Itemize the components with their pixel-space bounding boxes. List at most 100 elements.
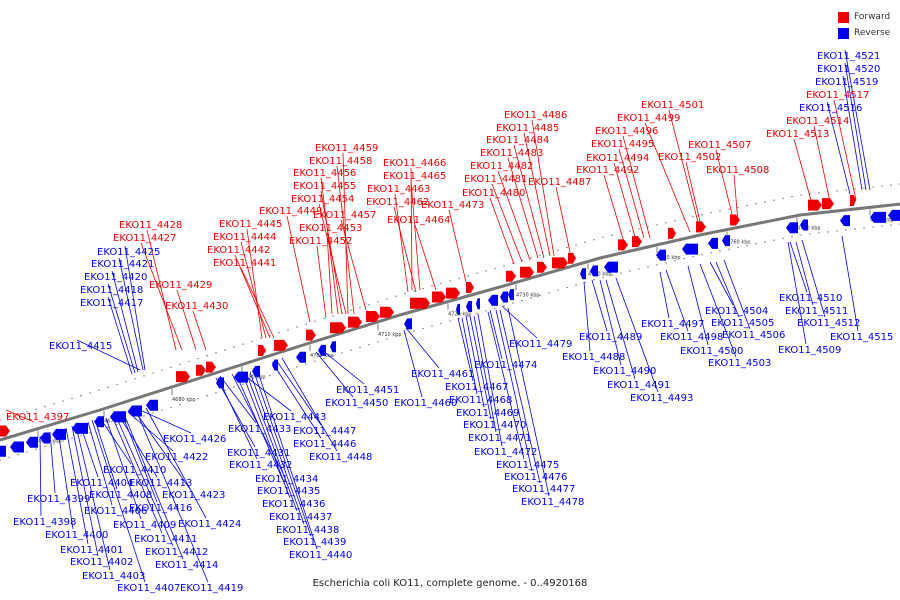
track-dot <box>728 208 730 210</box>
reverse-gene-label: EKO11_4418 <box>80 285 143 296</box>
reverse-leader-line <box>57 429 74 530</box>
reverse-gene-label: EKO11_4437 <box>269 512 332 523</box>
reverse-leader-line <box>275 359 322 426</box>
reverse-leader-line <box>507 307 550 497</box>
forward-gene-arrow <box>176 371 190 383</box>
track-dot <box>458 277 460 280</box>
track-dot <box>323 317 325 320</box>
reverse-leader-line <box>599 279 622 366</box>
forward-leader-line <box>733 174 739 223</box>
track-dot <box>863 187 865 189</box>
reverse-gene-label: EKO11_4434 <box>255 474 318 485</box>
forward-gene-label: EKO11_4454 <box>291 194 354 205</box>
reverse-leader-line <box>842 75 863 191</box>
track-dot <box>494 307 496 310</box>
reverse-leader-line <box>709 261 734 306</box>
track-dot <box>287 329 289 331</box>
track-dot <box>539 294 541 297</box>
forward-leader-line <box>146 229 177 351</box>
track-dot <box>485 310 487 312</box>
reverse-leader-line <box>249 371 305 525</box>
reverse-gene-label: EKO11_4448 <box>309 452 372 463</box>
track-dot <box>674 220 676 222</box>
reverse-gene-label: EKO11_4399 <box>27 494 90 505</box>
reverse-swatch <box>838 27 849 39</box>
track-dot <box>449 280 451 282</box>
reverse-gene-label: EKO11_4516 <box>799 103 862 114</box>
forward-gene-arrow <box>196 364 206 376</box>
reverse-leader-line <box>315 351 354 398</box>
track-dot <box>530 297 532 299</box>
reverse-leader-line <box>111 270 139 373</box>
reverse-gene-label: EKO11_4400 <box>45 530 108 541</box>
reverse-gene-label: EKO11_4468 <box>449 395 512 406</box>
forward-gene-label: EKO11_4445 <box>219 219 282 230</box>
reverse-leader-line <box>403 329 423 398</box>
track-dot <box>197 397 199 400</box>
forward-gene-label: EKO11_4517 <box>806 90 869 101</box>
reverse-leader-line <box>469 315 492 420</box>
reverse-leader-line <box>489 309 503 360</box>
reverse-leader-line <box>659 271 670 319</box>
forward-leader-line <box>813 125 831 203</box>
forward-gene-arrow <box>380 306 394 318</box>
reverse-gene-label: EKO11_4416 <box>129 503 192 514</box>
track-dot <box>332 355 334 357</box>
legend-reverse: Reverse <box>838 25 890 41</box>
reverse-gene-label: EKO11_4446 <box>293 439 356 450</box>
reverse-gene-arrow <box>10 441 24 453</box>
forward-gene-label: EKO11_4462 <box>366 197 429 208</box>
forward-gene-label: EKO11_4453 <box>299 223 362 234</box>
forward-gene-label: EKO11_4496 <box>595 126 658 137</box>
track-dot <box>17 453 19 456</box>
track-dot <box>431 325 433 327</box>
track-dot <box>782 237 784 240</box>
forward-gene-arrow <box>410 297 430 309</box>
forward-gene-label: EKO11_4441 <box>213 258 276 269</box>
reverse-gene-arrow <box>800 219 808 231</box>
forward-leader-line <box>246 228 263 339</box>
track-dot <box>269 374 271 377</box>
reverse-leader-line <box>473 315 497 433</box>
reverse-leader-line <box>79 423 99 478</box>
track-dot <box>575 244 577 246</box>
track-dot <box>440 282 442 285</box>
track-dot <box>215 392 217 394</box>
track-dot <box>620 272 622 274</box>
reverse-gene-label: EKO11_4403 <box>82 571 145 582</box>
reverse-gene-label: EKO11_4519 <box>815 77 878 88</box>
forward-leader-line <box>394 193 409 293</box>
track-dot <box>170 406 172 408</box>
reverse-leader-line <box>715 261 740 318</box>
reverse-gene-arrow <box>0 445 6 457</box>
reverse-gene-label: EKO11_4414 <box>155 560 218 571</box>
track-dot <box>332 315 334 317</box>
track-dot <box>872 186 874 188</box>
track-dot <box>584 281 586 284</box>
track-dot <box>818 232 820 234</box>
track-dot <box>251 340 253 343</box>
track-dot <box>170 366 172 368</box>
track-dot <box>296 366 298 368</box>
reverse-gene-arrow <box>888 209 900 221</box>
reverse-gene-label: EKO11_4404 <box>70 478 133 489</box>
legend-forward: Forward <box>838 9 890 25</box>
track-dot <box>737 206 739 209</box>
reverse-gene-label: EKO11_4471 <box>468 433 531 444</box>
track-dot <box>305 323 307 325</box>
reverse-gene-label: EKO11_4505 <box>711 318 774 329</box>
track-dot <box>62 400 64 402</box>
reverse-gene-arrow <box>580 268 586 280</box>
forward-gene-label: EKO11_4484 <box>486 135 549 146</box>
forward-leader-line <box>240 241 267 339</box>
forward-gene-label: EKO11_4442 <box>207 245 270 256</box>
track-dot <box>593 239 595 241</box>
reverse-gene-label: EKO11_4460 <box>394 398 457 409</box>
track-dot <box>233 386 235 388</box>
forward-gene-label: EKO11_4483 <box>480 148 543 159</box>
track-dot <box>107 386 109 389</box>
reverse-leader-line <box>107 283 136 374</box>
reverse-gene-label: EKO11_4511 <box>785 306 848 317</box>
track-dot <box>638 268 640 270</box>
forward-gene-arrow <box>618 239 628 251</box>
